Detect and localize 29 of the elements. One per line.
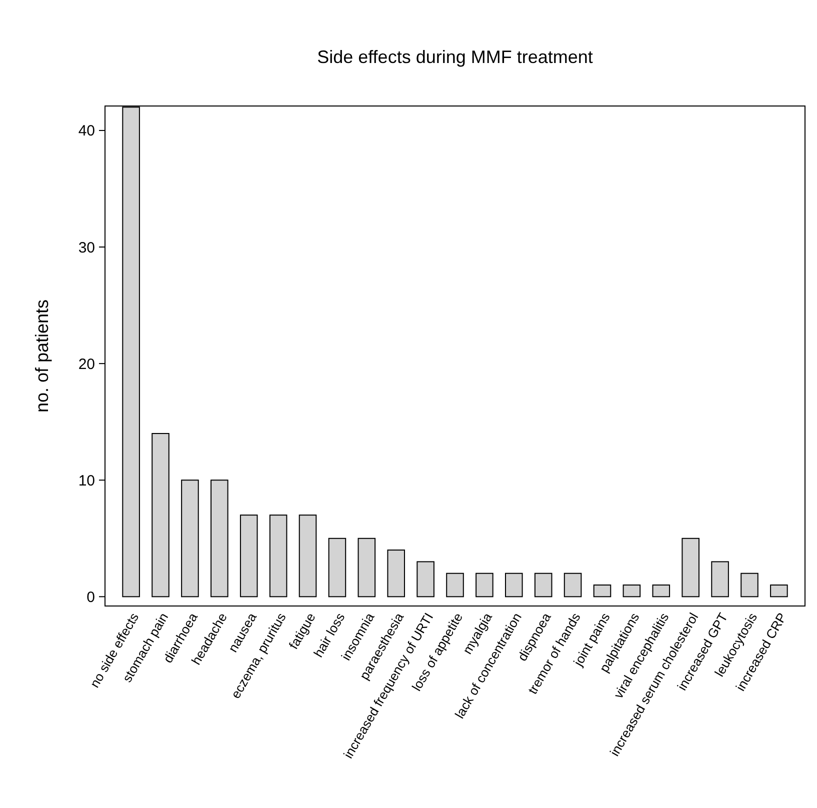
bar <box>534 572 552 598</box>
bar <box>476 572 494 598</box>
y-tick-label: 0 <box>86 588 95 606</box>
bar <box>416 561 434 598</box>
bar <box>682 538 700 598</box>
bar <box>652 584 670 598</box>
bar <box>770 584 788 598</box>
y-tick-label: 10 <box>78 472 95 490</box>
bar <box>328 538 346 598</box>
bar <box>564 572 582 598</box>
bar <box>622 584 641 598</box>
bar <box>298 514 317 598</box>
bar <box>711 561 729 598</box>
y-tick-label: 40 <box>78 122 95 140</box>
bar <box>269 514 288 598</box>
bar <box>181 480 199 598</box>
y-tick-label: 20 <box>78 356 95 373</box>
bar <box>152 433 170 598</box>
chart-title: Side effects during MMF treatment <box>317 47 593 67</box>
bar <box>240 514 258 598</box>
bar <box>593 584 612 598</box>
bar <box>505 572 523 598</box>
bar <box>358 538 376 598</box>
bar <box>740 572 758 598</box>
y-axis-title: no. of patients <box>32 299 52 413</box>
bar <box>387 550 405 598</box>
bar <box>210 480 228 598</box>
bar <box>446 572 464 598</box>
y-tick-label: 30 <box>78 239 95 256</box>
